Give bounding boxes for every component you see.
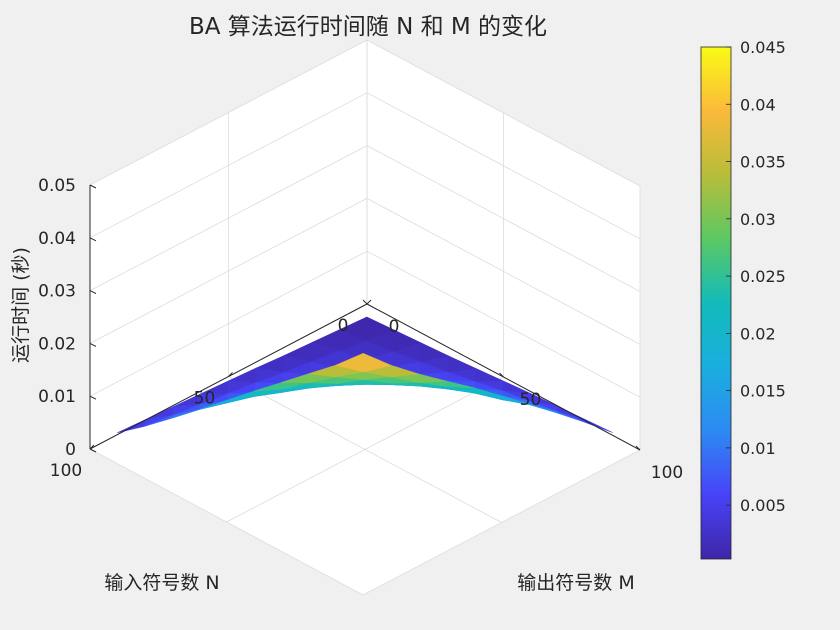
z-tick-label: 0.03 (38, 282, 76, 302)
surface-facet (390, 365, 419, 378)
y-tick-label: 50 (520, 390, 542, 410)
grid-m (226, 376, 504, 523)
grid-m (362, 449, 641, 596)
surface-facet (529, 403, 558, 414)
colorbar: 0.005 0.01 0.015 0.02 0.025 0.03 0.035 0.04 0.04… (700, 38, 786, 560)
tick-mark (228, 372, 233, 377)
surface-facet (501, 395, 530, 406)
tick-mark (499, 372, 504, 378)
x-axis-label: 输入符号数 N (104, 572, 219, 594)
surface-facet (362, 353, 392, 373)
x-tick-label: 0 (338, 316, 349, 336)
colorbar-tick-label: 0.01 (740, 439, 776, 458)
tick-mark (89, 342, 97, 347)
surface-facet (556, 411, 586, 423)
y-axis-label: 输出符号数 M (517, 572, 634, 594)
colorbar-tick-label: 0.02 (740, 324, 776, 343)
tick-mark (89, 290, 97, 295)
x-tick-label: 50 (194, 389, 216, 409)
surface-facet (418, 373, 447, 383)
tick-mark (635, 445, 641, 451)
colorbar-tick-label: 0.035 (740, 153, 786, 172)
colorbar-tick-label: 0.045 (740, 38, 786, 57)
tick-mark (89, 444, 95, 450)
colorbar-tick-label: 0.04 (740, 95, 776, 114)
z-tick-label: 0.01 (38, 387, 76, 407)
x-tick-label: 100 (50, 461, 82, 481)
surface-facet (473, 387, 503, 397)
z-tick-label: 0.05 (38, 176, 76, 196)
tick-mark (362, 299, 368, 305)
y-tick-label: 0 (389, 317, 400, 337)
tick-mark (89, 237, 97, 242)
tick-mark (89, 184, 97, 189)
colorbar-gradient (700, 46, 732, 560)
colorbar-tick-label: 0.03 (740, 210, 776, 229)
tick-mark (89, 395, 97, 400)
tick-mark (366, 299, 372, 305)
z-axis-label: 运行时间 (秒) (10, 247, 32, 363)
surface-facet (445, 380, 475, 389)
z-tick-label: 0 (65, 440, 76, 460)
colorbar-tick-label: 0.005 (740, 496, 786, 515)
chart-title: BA 算法运行时间随 N 和 M 的变化 (189, 14, 547, 40)
surface-mesh (117, 316, 613, 433)
axis-lines (89, 184, 641, 453)
colorbar-tick-label: 0.015 (740, 382, 786, 401)
tick-mark (89, 448, 97, 453)
z-tick-label: 0.02 (38, 334, 76, 354)
y-tick-label: 100 (651, 463, 683, 483)
colorbar-tick-label: 0.025 (740, 267, 786, 286)
z-tick-label: 0.04 (38, 229, 76, 249)
